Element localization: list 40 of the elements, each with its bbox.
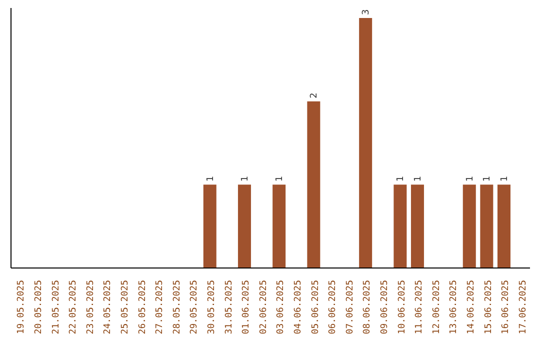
x-tick-label: 20.05.2025 [34, 280, 44, 334]
x-tick-label: 23.05.2025 [86, 280, 96, 334]
x-tick-label: 04.06.2025 [293, 280, 304, 334]
data-label: 1 [482, 176, 493, 182]
data-label: 3 [362, 9, 372, 15]
x-tick-label: 14.06.2025 [466, 280, 476, 334]
x-tick-label: 19.05.2025 [16, 280, 27, 334]
data-label: 1 [396, 176, 406, 182]
x-tick-label: 26.05.2025 [138, 280, 148, 334]
x-tick-label: 21.05.2025 [51, 280, 62, 334]
x-tick-label: 13.06.2025 [449, 280, 460, 334]
data-label: 2 [310, 92, 320, 98]
x-tick-label: 10.06.2025 [397, 280, 408, 334]
x-tick-label: 09.06.2025 [380, 280, 390, 334]
x-tick-label: 07.06.2025 [345, 280, 356, 334]
x-tick-label: 22.05.2025 [68, 280, 79, 334]
x-tick-label: 15.06.2025 [484, 280, 494, 334]
data-label: 1 [413, 176, 424, 182]
x-tick-label: 03.06.2025 [276, 280, 286, 334]
data-label: 1 [206, 176, 216, 182]
x-tick-label: 02.06.2025 [258, 280, 269, 334]
x-tick-label: 25.05.2025 [120, 280, 130, 334]
x-tick-label: 16.06.2025 [501, 280, 512, 334]
x-tick-label: 11.06.2025 [414, 280, 425, 334]
data-label: 1 [465, 176, 476, 182]
x-tick-label: 12.06.2025 [432, 280, 442, 334]
x-tick-label: 27.05.2025 [155, 280, 166, 334]
x-tick-label: 01.06.2025 [242, 280, 252, 334]
x-tick-label: 08.06.2025 [362, 280, 373, 334]
data-label: 1 [240, 176, 250, 182]
x-tick-label: 24.05.2025 [103, 280, 114, 334]
data-label: 1 [275, 176, 286, 182]
x-tick-label: 29.05.2025 [190, 280, 200, 334]
x-tick-label: 17.06.2025 [518, 280, 528, 334]
x-tick-label: 06.06.2025 [328, 280, 338, 334]
data-label: 1 [500, 176, 510, 182]
x-tick-label: 05.06.2025 [310, 280, 321, 334]
x-tick-label: 28.05.2025 [172, 280, 182, 334]
x-tick-label: 30.05.2025 [206, 280, 217, 334]
x-tick-label: 31.05.2025 [224, 280, 234, 334]
